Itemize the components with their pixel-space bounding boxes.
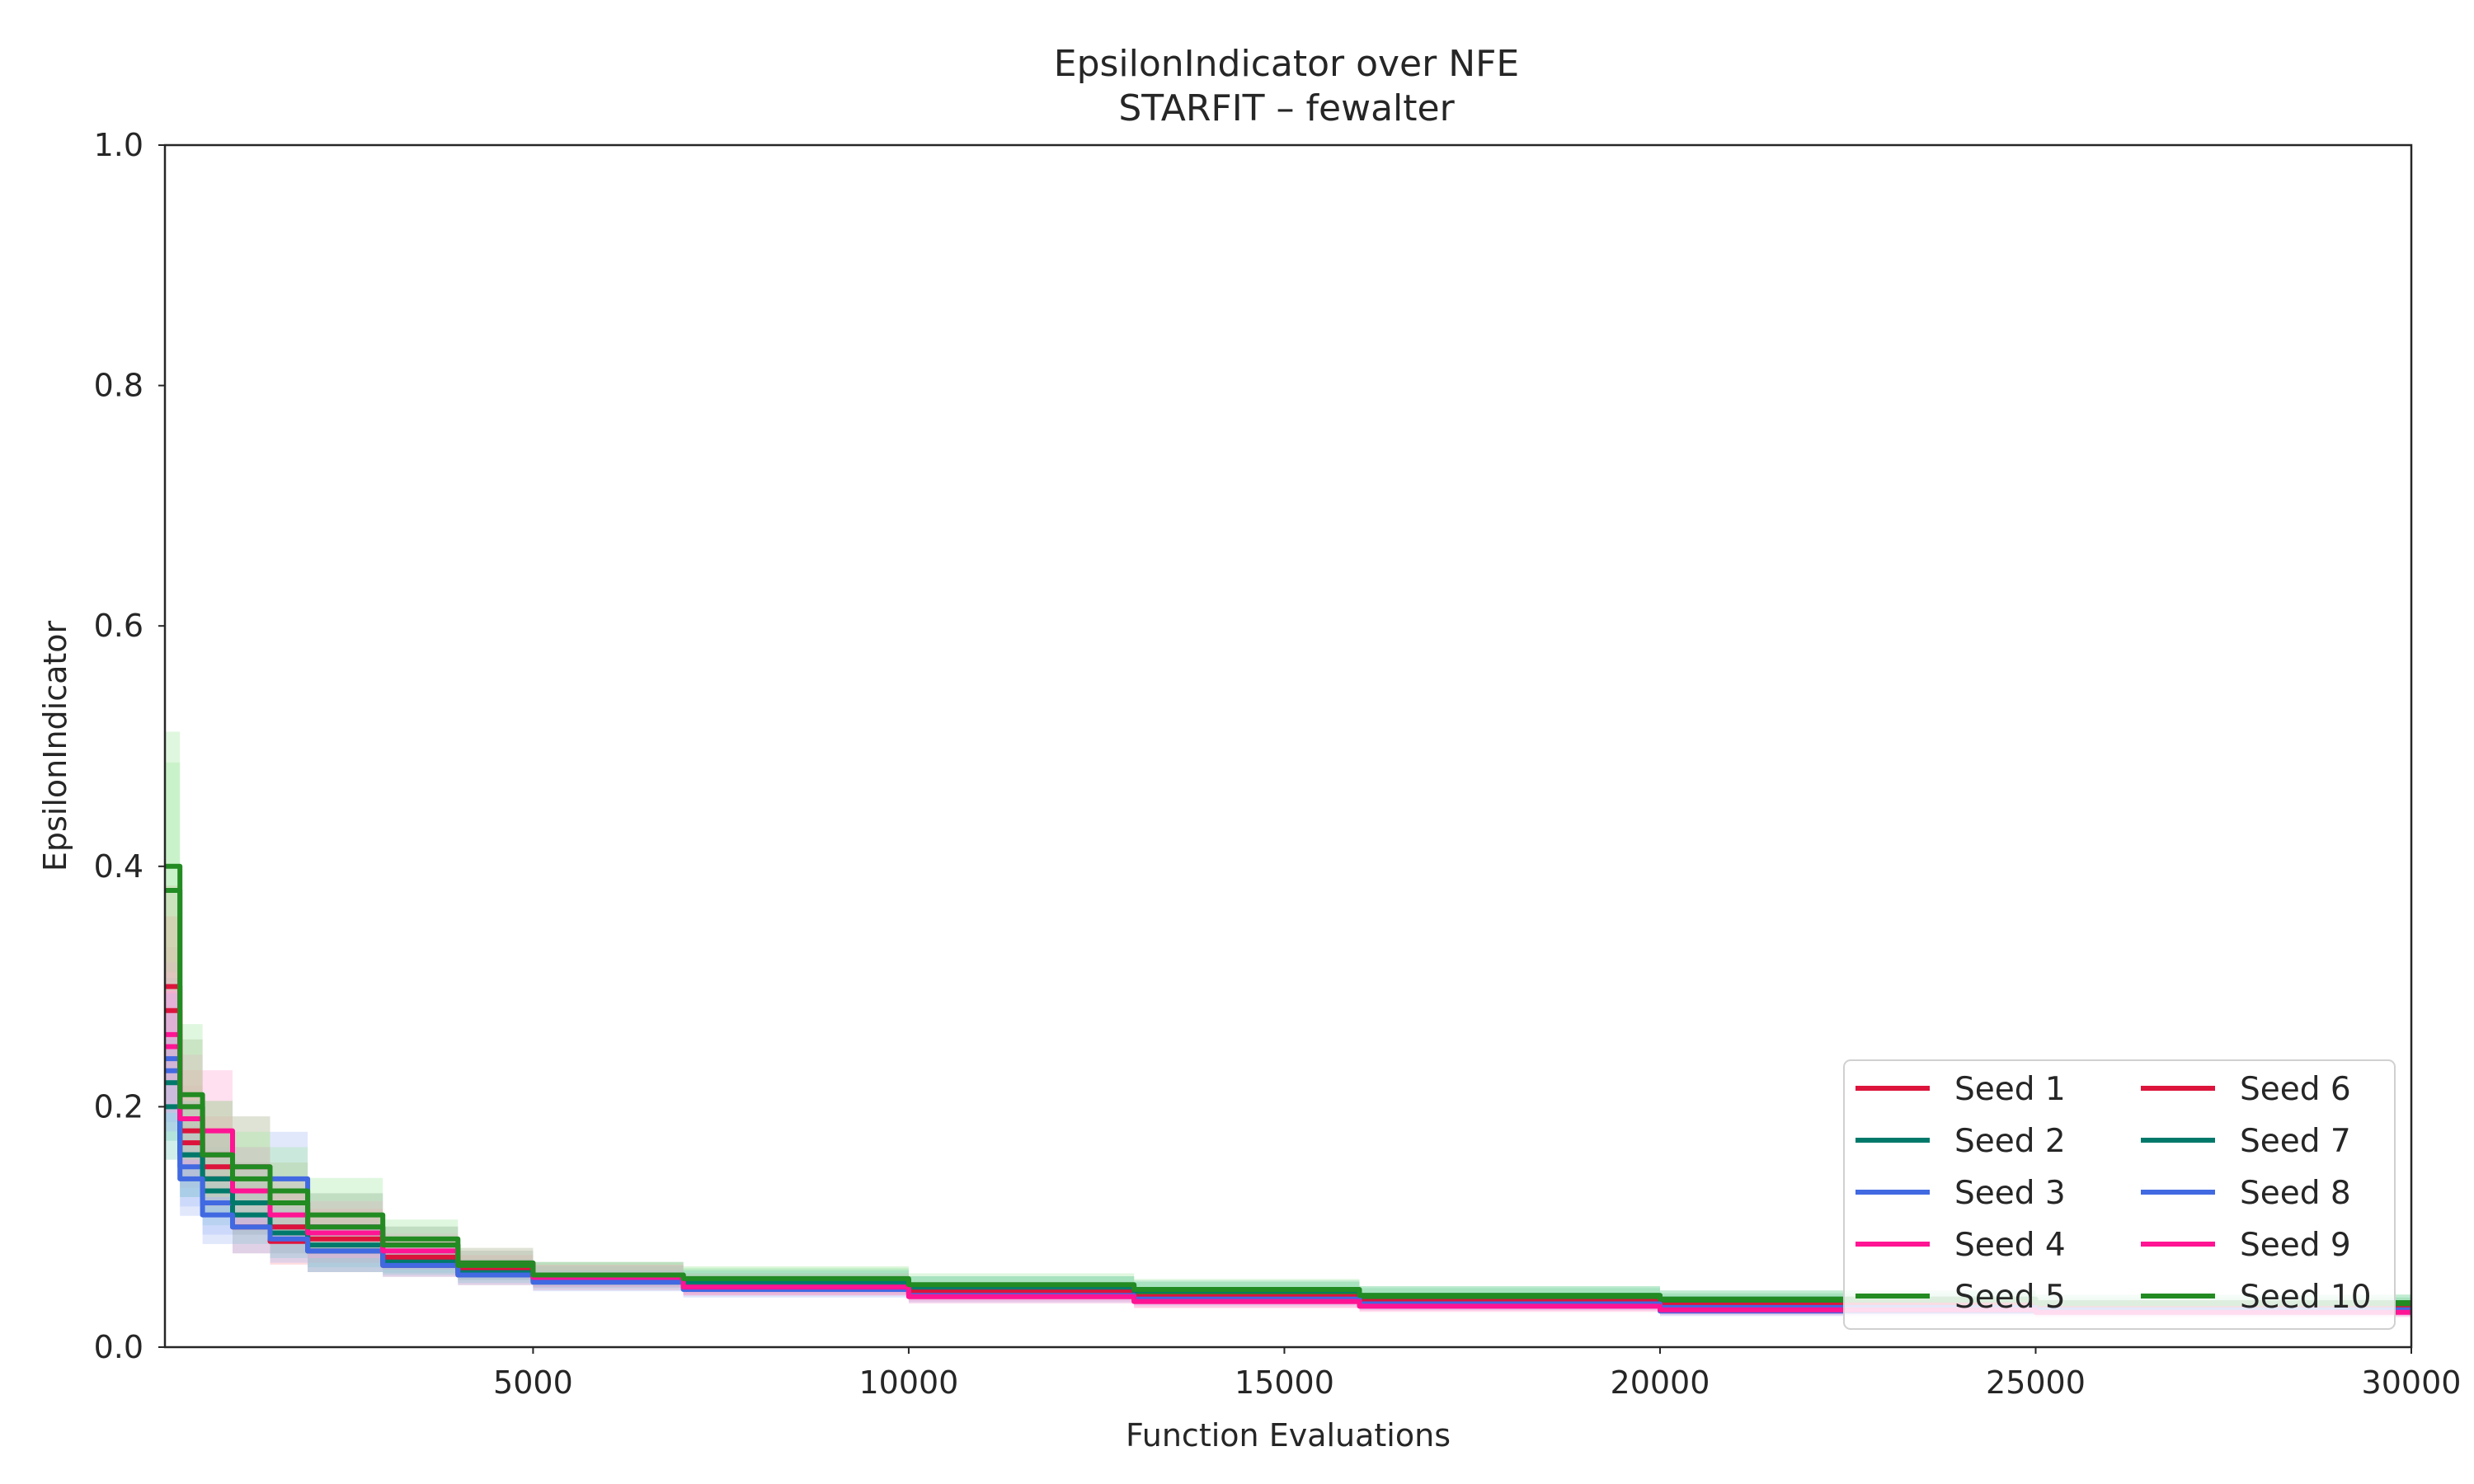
x-tick-label: 10000: [858, 1364, 958, 1401]
y-axis: 0.0 0.2 0.4 0.6 0.8 1.0: [94, 127, 165, 1365]
x-tick-label: 25000: [1986, 1364, 2086, 1401]
legend-label: Seed 6: [2240, 1071, 2351, 1108]
line-seed-10: [165, 888, 2411, 1306]
series-lines: [165, 863, 2411, 1315]
legend-label: Seed 5: [1954, 1279, 2066, 1316]
legend-label: Seed 9: [2240, 1227, 2351, 1264]
legend: Seed 1 Seed 2 Seed 3 Seed 4 Seed 5 Seed 6 Seed…: [1843, 1059, 2396, 1330]
y-tick-label: 0.8: [94, 368, 143, 404]
plot-frame: [163, 143, 2413, 1349]
legend-label: Seed 7: [2240, 1123, 2351, 1160]
y-tick-label: 0.6: [94, 608, 143, 644]
band-seed-5: [165, 731, 2411, 1313]
legend-label: Seed 2: [1954, 1123, 2066, 1160]
legend-label: Seed 10: [2240, 1279, 2372, 1316]
y-tick-label: 1.0: [94, 127, 143, 163]
y-tick-label: 0.4: [94, 848, 143, 885]
x-tick-label: 5000: [493, 1364, 573, 1401]
chart-title: EpsilonIndicator over NFE: [1054, 43, 1519, 85]
x-axis-label: Function Evaluations: [1126, 1417, 1451, 1453]
chart-subtitle: STARFIT – fewalter: [1118, 87, 1455, 129]
y-axis-label: EpsilonIndicator: [37, 620, 73, 871]
legend-label: Seed 4: [1954, 1227, 2066, 1264]
x-tick-label: 20000: [1611, 1364, 1710, 1401]
legend-box: [1843, 1059, 2396, 1330]
y-tick-label: 0.0: [94, 1329, 143, 1365]
x-tick-label: 30000: [2362, 1364, 2462, 1401]
legend-label: Seed 8: [2240, 1175, 2351, 1212]
x-tick-label: 15000: [1235, 1364, 1334, 1401]
legend-label: Seed 3: [1954, 1175, 2066, 1212]
band-seed-1: [165, 885, 2411, 1317]
x-axis: 5000 10000 15000 20000 25000 30000: [493, 1347, 2461, 1401]
legend-label: Seed 1: [1954, 1071, 2066, 1108]
y-tick-label: 0.2: [94, 1088, 143, 1125]
